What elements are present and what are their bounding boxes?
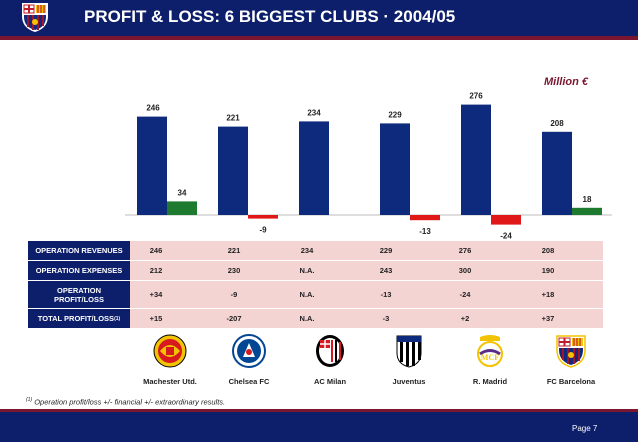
table-cell: 221 [227,246,241,255]
footer-bar [0,409,638,442]
table-cell: +18 [541,290,555,299]
table-cell: 300 [458,266,472,275]
profit-value-label: 34 [178,188,187,197]
profit-value-label: -24 [500,232,512,240]
revenue-bar [542,131,572,215]
profit-value-label: -9 [259,226,267,235]
club-name: AC Milan [313,377,347,386]
table-cell: 230 [227,266,241,275]
revenue-value-label: 208 [550,119,564,128]
page-number: Page 7 [572,424,598,433]
table-row-label-text: TOTAL PROFIT/LOSS [37,314,115,323]
table-cell: -207 [226,314,242,323]
table-cell: -24 [459,290,471,299]
footnote-text: Operation profit/loss +/- financial +/- … [34,397,226,407]
table-cell: 246 [149,246,163,255]
table-cell: 208 [541,246,555,255]
table-cell: -13 [380,290,392,299]
svg-text:MCF: MCF [481,353,499,362]
bar-chart: 246 34 221 -9 234 229 -13 276 -24 208 18 [125,92,612,240]
revenue-bar [461,104,491,215]
profit-value-label: 18 [583,195,592,204]
table-cell: +2 [460,314,470,323]
profit-bar [410,215,440,221]
footnote-marker: (1) [26,397,33,403]
table-cell: 212 [149,266,163,275]
table-cell: 190 [541,266,555,275]
table-cell: -9 [230,290,238,299]
table-row-label: TOTAL PROFIT/LOSS (1) [28,309,130,328]
table-row: OPERATION EXPENSES 212 230 N.A. 243 300 190 [28,260,603,280]
table-cell: +15 [149,314,163,323]
table-row: OPERATION REVENUES 246 221 234 229 276 208 [28,240,603,260]
revenue-value-label: 276 [469,92,483,101]
profit-bar [248,215,278,219]
club-name: FC Barcelona [546,377,596,386]
revenue-bar [380,123,410,215]
table-row-label: OPERATION REVENUES [28,241,130,260]
profit-bar [167,201,197,215]
header-accent-stripe [0,36,638,40]
revenue-bar [299,121,329,215]
table-cell: N.A. [299,266,315,275]
footer-accent-stripe [0,409,638,412]
club-name: Juventus [392,377,426,386]
table-cell: 276 [458,246,472,255]
table-cell: 243 [379,266,393,275]
fc-barcelona-crest-icon [553,333,589,374]
club-name: Machester Utd. [143,377,197,386]
juventus-crest-icon [391,333,427,374]
real-madrid-crest-icon: MCF [472,333,508,374]
profit-bar [491,215,521,225]
table-cell: +37 [541,314,555,323]
table-row-label-text: OPERATION PROFIT/LOSS [53,285,104,304]
revenue-bar [218,126,248,215]
revenue-bar [137,116,167,215]
club-name: R. Madrid [472,377,508,386]
chelsea-crest-icon [231,333,267,374]
table-cell: 229 [379,246,393,255]
profit-bar [572,207,602,215]
table-row-label-sup: (1) [114,315,121,322]
header-bar [0,0,638,36]
table-row-label: OPERATION PROFIT/LOSS [28,281,130,308]
revenue-value-label: 229 [388,110,402,119]
table-row: TOTAL PROFIT/LOSS (1) +15 -207 N.A. -3 +2 +37 [28,308,603,328]
revenue-value-label: 234 [307,108,321,117]
table-row-label: OPERATION EXPENSES [28,261,130,280]
fc-barcelona-logo-icon [18,0,52,34]
table-cell: N.A. [299,290,315,299]
table-cell: -3 [382,314,390,323]
table-cell: +34 [149,290,163,299]
revenue-value-label: 221 [226,114,240,123]
chart-unit-label: Million € [544,76,588,88]
club-name: Chelsea FC [228,377,270,386]
footnote: (1) Operation profit/loss +/- financial … [26,397,225,407]
table-row-label-text: OPERATION EXPENSES [35,266,123,275]
manchester-united-crest-icon [152,333,188,374]
revenue-value-label: 246 [146,104,160,113]
table-cell: 234 [300,246,314,255]
table-row-label-text: OPERATION REVENUES [35,246,123,255]
table-row: OPERATION PROFIT/LOSS +34 -9 N.A. -13 -24 +18 [28,280,603,308]
ac-milan-crest-icon [312,333,348,374]
page-title: PROFIT & LOSS: 6 BIGGEST CLUBS · 2004/05 [84,7,456,26]
profit-value-label: -13 [419,227,431,236]
table-cell: N.A. [299,314,315,323]
